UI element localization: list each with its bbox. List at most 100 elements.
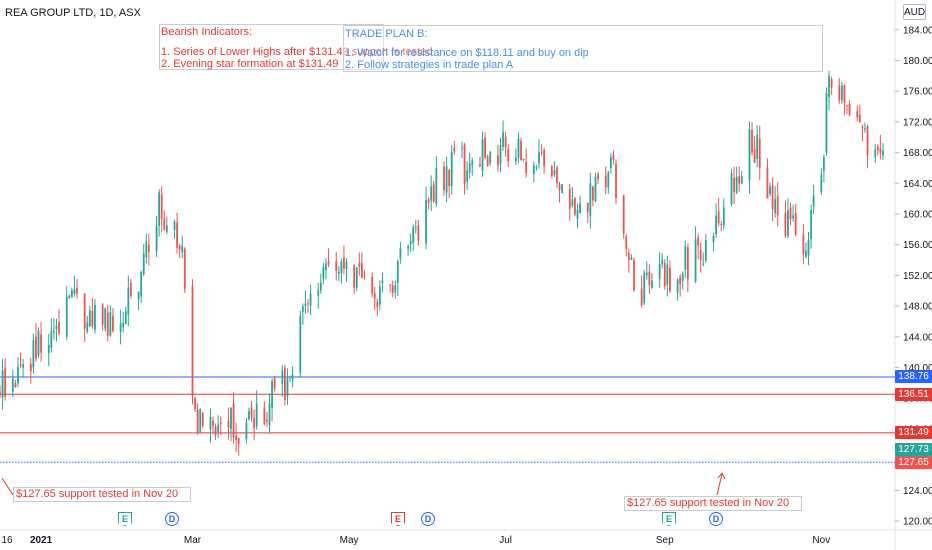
candle-body (414, 226, 417, 228)
x-tick-label: Nov (812, 535, 830, 546)
candle-body (40, 334, 42, 353)
candle-body (0, 392, 1, 395)
candle-body (301, 306, 304, 312)
candle-body (612, 154, 615, 160)
candle-body (876, 146, 879, 151)
candle-body (176, 222, 178, 248)
candle-body (515, 157, 517, 161)
dividend-marker[interactable]: D (421, 512, 435, 526)
candle-body (443, 166, 445, 191)
candle-body (453, 147, 456, 152)
dividend-marker[interactable]: D (709, 512, 723, 526)
candle-body (586, 202, 589, 212)
candle-body (340, 261, 343, 274)
candle-body (281, 370, 284, 385)
candle-body (789, 207, 792, 220)
candle-body (155, 226, 158, 252)
candle-body (235, 435, 238, 441)
candle-body (263, 407, 266, 425)
candle-body (47, 344, 50, 354)
candle-body (137, 291, 140, 299)
candle-body (609, 157, 612, 168)
candle-body (160, 194, 163, 220)
candle-body (68, 295, 71, 299)
candle-body (73, 289, 76, 294)
candle-body (322, 267, 325, 279)
candle-body (230, 407, 232, 430)
candle-body (807, 240, 810, 256)
trade-plan-b-box[interactable] (343, 25, 823, 72)
candle-body (268, 403, 271, 425)
candle-body (468, 163, 471, 173)
candle-body (183, 248, 186, 289)
candle-body (255, 403, 258, 427)
candle-body (561, 184, 563, 193)
candle-body (319, 282, 322, 291)
bearish-item-1: 1. Series of Lower Highs after $131.49 s… (161, 46, 433, 58)
x-axis: 162021MarMayJulSepNov2022MarMayJul (1, 535, 830, 546)
candle-body (694, 239, 697, 282)
candle-body (127, 287, 130, 315)
candle-body (543, 150, 546, 167)
candles (0, 70, 884, 456)
support-note-left-box[interactable] (13, 487, 191, 502)
candle-body (29, 363, 32, 372)
candle-body (684, 246, 687, 270)
y-tick-label: 140.00 (903, 363, 932, 374)
y-tick-label: 160.00 (903, 210, 932, 221)
candle-body (522, 158, 525, 160)
candle-body (535, 167, 538, 169)
price-tag-138-76: 138.76 (895, 370, 932, 383)
candle-body (769, 186, 771, 194)
support-note-left: $127.65 support tested in Nov 20 (16, 488, 179, 500)
candle-body (730, 173, 733, 204)
currency-badge[interactable]: AUD (903, 4, 926, 20)
candle-body (389, 284, 392, 286)
earnings-marker[interactable]: E (662, 512, 676, 526)
y-tick-label: 124.00 (903, 486, 932, 497)
candle-body (76, 287, 78, 294)
candle-body (55, 325, 58, 329)
support-note-right-box[interactable] (624, 496, 802, 511)
dividend-marker[interactable]: D (165, 512, 179, 526)
candle-body (658, 264, 661, 279)
candle-body (266, 419, 268, 422)
candle-body (273, 378, 276, 389)
candle-body (291, 374, 294, 380)
candle-body (679, 276, 682, 285)
earnings-marker[interactable]: E (118, 512, 132, 526)
candle-body (245, 422, 248, 440)
candle-body (209, 416, 212, 430)
candle-body (866, 126, 869, 156)
candle-body (355, 267, 358, 288)
earnings-marker[interactable]: E (391, 512, 405, 526)
candle-body (615, 163, 617, 199)
y-tick-label: 148.00 (903, 302, 932, 313)
candle-body (594, 176, 597, 201)
candle-body (805, 250, 807, 258)
candle-body (217, 424, 220, 432)
candle-body (558, 184, 561, 190)
candle-body (199, 409, 202, 432)
candle-body (540, 151, 543, 153)
candle-body (627, 253, 630, 260)
candle-body (828, 76, 830, 98)
candle-body (812, 195, 815, 207)
bearish-item-2: 2. Evening star formation at $131.49 (161, 58, 339, 70)
candle-body (697, 237, 700, 246)
y-tick-label: 184.00 (903, 25, 932, 36)
candle-body (58, 322, 60, 334)
candle-body (196, 409, 199, 433)
candle-body (666, 264, 669, 285)
candle-body (643, 272, 646, 303)
candle-body (248, 411, 250, 420)
bearish-indicators-box[interactable] (159, 24, 384, 70)
candle-body (633, 260, 635, 291)
candle-body (147, 244, 150, 252)
candle-body (32, 340, 35, 368)
candle-body (363, 275, 366, 277)
support-arrow-right (716, 473, 723, 496)
candle-body (702, 263, 705, 265)
